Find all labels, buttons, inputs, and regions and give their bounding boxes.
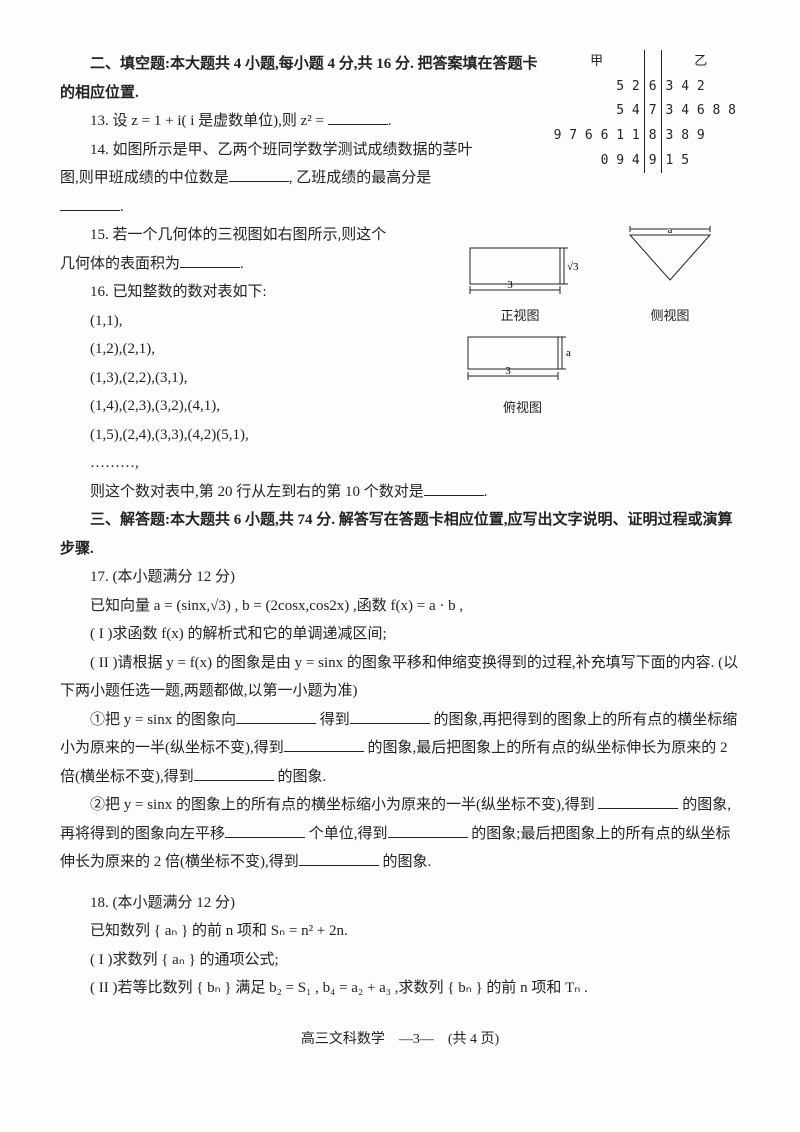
svg-text:√3: √3 xyxy=(567,261,579,273)
fill-blank xyxy=(236,708,316,724)
fill-blank xyxy=(350,708,430,724)
stem-leaf-row: 9 7 6 6 1 1 xyxy=(550,124,645,149)
three-views-diagram: √3 3 正视图 a 侧视图 xyxy=(440,225,740,425)
question-18-title: 18. (本小题满分 12 分) xyxy=(60,889,740,918)
front-view-svg: √3 3 xyxy=(460,240,580,295)
question-17-option1: ①把 y = sinx 的图象向 得到 的图象,再把得到的图象上的所有点的横坐标… xyxy=(60,706,740,792)
fill-blank xyxy=(328,109,388,125)
fill-blank xyxy=(229,166,289,182)
question-17-part2: ( II )请根据 y = f(x) 的图象是由 y = sinx 的图象平移和… xyxy=(60,649,740,706)
page-footer: 高三文科数学 —3— (共 4 页) xyxy=(60,1027,740,1054)
question-17-part1: ( I )求函数 f(x) 的解析式和它的单调递减区间; xyxy=(60,620,740,649)
stem-leaf-hdr-left: 甲 xyxy=(550,50,645,75)
fill-blank xyxy=(180,252,240,268)
question-17-title: 17. (本小题满分 12 分) xyxy=(60,563,740,592)
fill-blank xyxy=(388,822,468,838)
q16-row: (1,5),(2,4),(3,3),(4,2)(5,1), xyxy=(60,421,740,450)
question-14-line3: . xyxy=(60,193,740,222)
question-18-part2: ( II )若等比数列 { bₙ } 满足 b₂ = S₁ , b₄ = a₂ … xyxy=(60,974,740,1003)
side-view-label: 侧视图 xyxy=(620,304,720,329)
front-view: √3 3 正视图 xyxy=(460,240,580,328)
fill-blank xyxy=(598,793,678,809)
question-17-option2: ②把 y = sinx 的图象上的所有点的横坐标缩小为原来的一半(纵坐标不变),… xyxy=(60,791,740,877)
svg-text:a: a xyxy=(566,347,571,359)
top-view-svg: a 3 xyxy=(458,332,588,387)
top-view: a 3 俯视图 xyxy=(458,332,588,420)
section-3-header: 三、解答题:本大题共 6 小题,共 74 分. 解答写在答题卡相应位置,应写出文… xyxy=(60,506,740,563)
fill-blank xyxy=(424,480,484,496)
stem-leaf-row: 5 4 xyxy=(550,99,645,124)
fill-blank xyxy=(225,822,305,838)
fill-blank xyxy=(194,765,274,781)
fill-blank xyxy=(299,850,379,866)
front-view-label: 正视图 xyxy=(460,304,580,329)
stem-leaf-plot: 甲 乙 5 2 6 3 4 2 5 4 7 3 4 6 8 8 9 7 6 6 … xyxy=(550,50,740,173)
side-view-svg: a xyxy=(620,225,720,295)
fill-blank xyxy=(60,195,120,211)
svg-text:3: 3 xyxy=(505,365,511,377)
question-18-intro: 已知数列 { aₙ } 的前 n 项和 Sₙ = n² + 2n. xyxy=(60,917,740,946)
stem-leaf-hdr-right: 乙 xyxy=(661,50,740,75)
fill-blank xyxy=(284,736,364,752)
stem-leaf-row: 0 9 4 xyxy=(550,149,645,174)
question-17-intro: 已知向量 a = (sinx,√3) , b = (2cosx,cos2x) ,… xyxy=(60,592,740,621)
question-16-end: 则这个数对表中,第 20 行从左到右的第 10 个数对是. xyxy=(60,478,740,507)
stem-leaf-row: 5 2 xyxy=(550,75,645,100)
top-view-label: 俯视图 xyxy=(458,396,588,421)
svg-text:3: 3 xyxy=(507,279,513,291)
q16-row: ………, xyxy=(60,449,740,478)
svg-text:a: a xyxy=(668,225,673,236)
side-view: a 侧视图 xyxy=(620,225,720,328)
question-18-part1: ( I )求数列 { aₙ } 的通项公式; xyxy=(60,946,740,975)
